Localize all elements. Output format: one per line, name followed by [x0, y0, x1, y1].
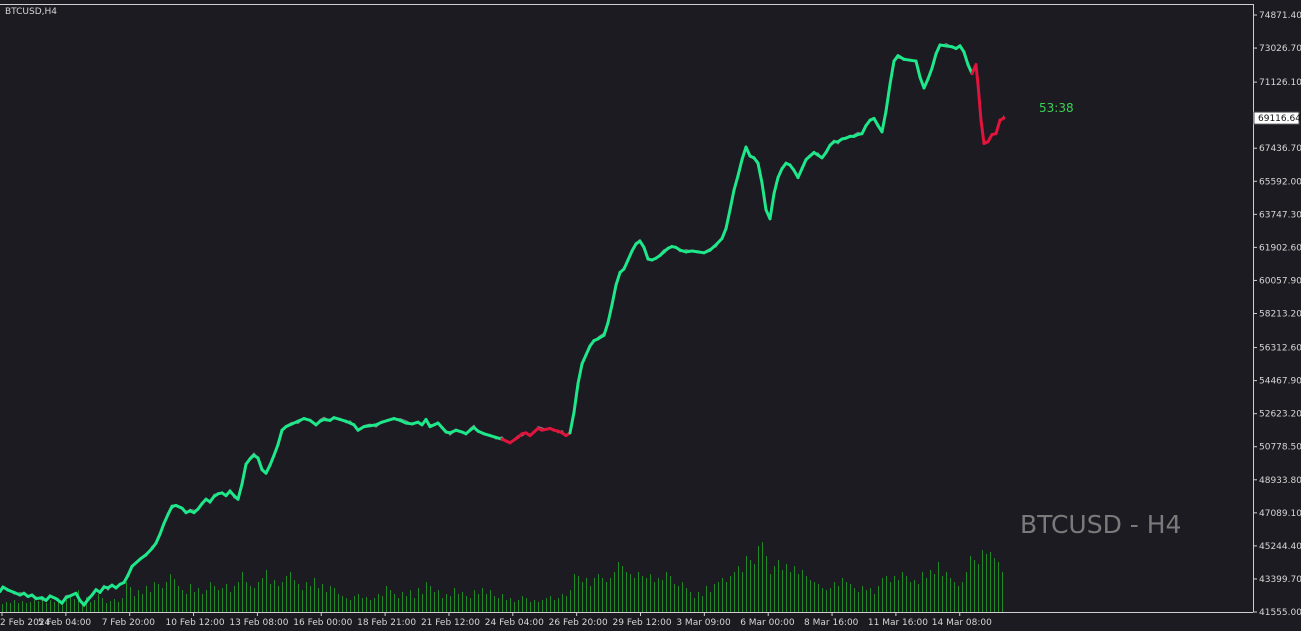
ma-segment — [926, 66, 934, 81]
price-tick-label: 63747.30 — [1259, 210, 1301, 220]
time-tick-label: 6 Mar 00:00 — [740, 618, 795, 628]
ma-segment — [240, 462, 248, 486]
time-tick-label: 2 Feb 2024 — [0, 618, 51, 628]
ma-segment — [622, 258, 630, 271]
symbol-label: BTCUSD,H4 — [5, 7, 57, 17]
ma-segment — [756, 161, 764, 185]
price-tick-label: 41555.00 — [1259, 608, 1301, 618]
ma-segment — [268, 453, 276, 467]
ma-segment — [568, 410, 576, 435]
ma-segment — [264, 463, 272, 475]
ma-segment — [934, 43, 942, 56]
ma-segment — [236, 482, 244, 501]
ma-segment — [930, 52, 938, 70]
ma-segment — [642, 245, 650, 261]
price-tick-label: 60057.90 — [1259, 276, 1301, 286]
price-tick-label: 73026.70 — [1259, 44, 1301, 54]
current-price-label: 69116.64 — [1258, 114, 1301, 124]
price-tick-label: 61902.60 — [1259, 243, 1301, 253]
ma-segment — [974, 63, 980, 86]
ma-segment — [162, 512, 170, 525]
time-tick-label: 29 Feb 12:00 — [613, 618, 672, 628]
chart-frame — [0, 4, 1254, 613]
price-tick-label: 67436.70 — [1259, 144, 1301, 154]
time-tick-label: 18 Feb 21:00 — [357, 618, 416, 628]
ma-segment — [772, 176, 780, 196]
ma-segment — [724, 208, 732, 231]
ma-segment — [860, 124, 868, 136]
ma-segment — [744, 145, 752, 158]
ma-segment — [126, 564, 134, 577]
ma-segment — [606, 303, 614, 325]
price-tick-label: 54467.90 — [1259, 377, 1301, 387]
current-price-badge — [1253, 111, 1300, 125]
ma-segment — [626, 249, 634, 262]
ma-segment — [736, 158, 744, 178]
price-tick-label: 45244.40 — [1259, 542, 1301, 552]
price-tick-label: 43399.70 — [1259, 575, 1301, 585]
ma-segment — [914, 59, 922, 79]
ma-segment — [272, 443, 280, 457]
time-tick-label: 5 Feb 04:00 — [38, 618, 92, 628]
price-tick-label: 74871.40 — [1259, 11, 1301, 21]
ma-segment — [276, 428, 284, 447]
price-tick-label: 65592.00 — [1259, 177, 1301, 187]
ma-segment — [602, 321, 610, 337]
time-tick-label: 10 Feb 12:00 — [166, 618, 225, 628]
price-tick-label: 56312.60 — [1259, 344, 1301, 354]
time-tick-label: 21 Feb 12:00 — [421, 618, 480, 628]
ma-segment — [166, 504, 174, 516]
ma-segment — [776, 167, 784, 180]
ma-segment — [796, 167, 804, 180]
price-line — [0, 42, 1006, 608]
ma-segment — [998, 116, 1006, 122]
price-tick-label: 52623.20 — [1259, 410, 1301, 420]
ma-segment — [768, 192, 776, 221]
price-tick-label: 58213.20 — [1259, 310, 1301, 320]
ma-segment — [256, 456, 264, 472]
price-tick-label: 50778.50 — [1259, 443, 1301, 453]
ma-segment — [728, 188, 736, 212]
ma-segment — [720, 227, 728, 240]
ma-segment — [994, 118, 1002, 136]
price-tick-label: 48933.80 — [1259, 476, 1301, 486]
ma-segment — [880, 109, 888, 134]
ma-segment — [584, 344, 592, 357]
ma-segment — [976, 82, 983, 122]
ma-segment — [760, 181, 768, 212]
ma-segment — [888, 59, 896, 86]
ma-segment — [922, 77, 930, 90]
bar-timer: 53:38 — [1039, 101, 1074, 115]
ma-segment — [580, 353, 588, 366]
volume-histogram — [2, 542, 1003, 612]
price-tick-label: 71126.10 — [1259, 78, 1301, 88]
price-axis: 74871.40 73026.70 71126.10 69116.64 67436.70… — [1253, 11, 1301, 618]
time-tick-label: 26 Feb 20:00 — [549, 618, 608, 628]
ma-segment — [884, 82, 892, 113]
time-tick-label: 3 Mar 09:00 — [676, 618, 731, 628]
time-tick-label: 13 Feb 08:00 — [229, 618, 288, 628]
ma-segment — [572, 382, 580, 414]
price-tick-label: 47089.10 — [1259, 509, 1301, 519]
ma-segment — [158, 521, 166, 536]
time-tick-label: 8 Mar 16:00 — [804, 618, 859, 628]
watermark-text: BTCUSD - H4 — [1020, 510, 1181, 539]
time-tick-label: 7 Feb 20:00 — [102, 618, 156, 628]
time-tick-label: 24 Feb 04:00 — [485, 618, 544, 628]
time-tick-label: 16 Feb 00:00 — [293, 618, 352, 628]
ma-segment — [614, 271, 622, 287]
close-price-line — [0, 42, 1005, 608]
time-tick-label: 14 Mar 08:00 — [932, 618, 992, 628]
ma-segment — [576, 362, 584, 386]
ma-segment — [800, 158, 808, 171]
time-tick-label: 11 Mar 16:00 — [868, 618, 928, 628]
ma-segment — [732, 174, 740, 192]
ma-segment — [962, 50, 970, 67]
ma-segment — [979, 118, 986, 146]
ma-segment — [610, 283, 618, 307]
ma-segment — [154, 532, 162, 545]
